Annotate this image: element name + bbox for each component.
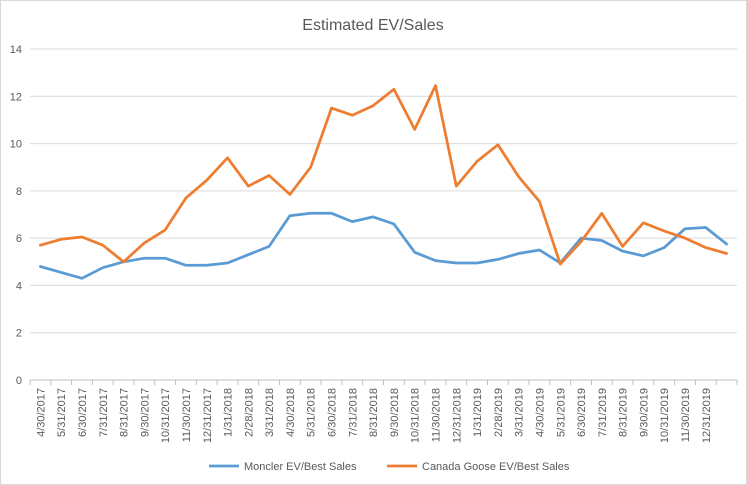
x-tick-label: 3/31/2018 bbox=[264, 388, 276, 437]
x-tick-label: 11/30/2018 bbox=[430, 388, 442, 442]
x-tick-label: 5/31/2019 bbox=[555, 388, 567, 437]
x-tick-label: 10/31/2018 bbox=[410, 388, 422, 443]
x-tick-label: 6/30/2017 bbox=[77, 388, 89, 437]
y-tick-label: 12 bbox=[10, 91, 22, 103]
gridlines bbox=[30, 48, 737, 334]
y-tick-label: 0 bbox=[16, 375, 22, 387]
x-tick-label: 1/31/2019 bbox=[472, 388, 484, 437]
x-tick-label: 9/30/2019 bbox=[638, 388, 650, 437]
x-tick-label: 11/30/2017 bbox=[181, 388, 193, 442]
x-tick-label: 11/30/2019 bbox=[680, 388, 692, 442]
series-line-2 bbox=[39, 84, 728, 266]
x-tick-label: 4/30/2019 bbox=[534, 388, 546, 437]
x-tick-label: 9/30/2017 bbox=[139, 388, 151, 437]
y-tick-label: 4 bbox=[16, 280, 22, 292]
x-tick-label: 8/31/2018 bbox=[368, 388, 380, 437]
legend: Moncler EV/Best Sales Canada Goose EV/Bes… bbox=[209, 461, 570, 473]
x-tick-label: 12/31/2018 bbox=[451, 388, 463, 443]
x-axis: 4/30/2017 5/31/2017 6/30/2017 7/31/2017 8/31… bbox=[29, 379, 738, 443]
series-line-1 bbox=[39, 211, 728, 280]
x-tick-label: 5/31/2017 bbox=[56, 388, 68, 437]
x-tick-label: 4/30/2018 bbox=[285, 388, 297, 437]
y-tick-label: 14 bbox=[10, 44, 22, 56]
x-tick-label: 8/31/2019 bbox=[618, 388, 630, 437]
x-tick-label: 12/31/2019 bbox=[701, 388, 713, 443]
x-tick-label: 4/30/2017 bbox=[35, 388, 47, 437]
y-tick-label: 8 bbox=[16, 186, 22, 198]
x-tick-label: 12/31/2017 bbox=[202, 388, 214, 443]
x-tick-label: 2/28/2018 bbox=[243, 388, 255, 437]
x-tick-label: 7/31/2018 bbox=[347, 388, 359, 437]
y-tick-label: 2 bbox=[16, 328, 22, 340]
x-tick-label: 9/30/2018 bbox=[389, 388, 401, 437]
x-tick-label: 1/31/2018 bbox=[223, 388, 235, 437]
x-tick-label: 8/31/2017 bbox=[119, 388, 131, 437]
x-tick-label: 6/30/2018 bbox=[327, 388, 339, 437]
x-tick-label: 6/30/2019 bbox=[576, 388, 588, 437]
x-tick-label: 2/28/2019 bbox=[493, 388, 505, 437]
x-tick-label: 7/31/2017 bbox=[98, 388, 110, 437]
x-tick-label: 3/31/2019 bbox=[514, 388, 526, 437]
y-tick-label: 10 bbox=[10, 139, 22, 151]
legend-label: Moncler EV/Best Sales bbox=[244, 461, 357, 473]
y-tick-label: 6 bbox=[16, 233, 22, 245]
x-tick-label: 5/31/2018 bbox=[306, 388, 318, 437]
y-axis: 0 2 4 6 8 10 12 14 bbox=[10, 44, 22, 387]
x-tick-label: 7/31/2019 bbox=[597, 388, 609, 437]
series-lines bbox=[39, 84, 728, 280]
legend-label: Canada Goose EV/Best Sales bbox=[422, 461, 570, 473]
x-tick-label: 10/31/2019 bbox=[659, 388, 671, 443]
chart-title: Estimated EV/Sales bbox=[302, 17, 443, 34]
x-tick-label: 10/31/2017 bbox=[160, 388, 172, 443]
